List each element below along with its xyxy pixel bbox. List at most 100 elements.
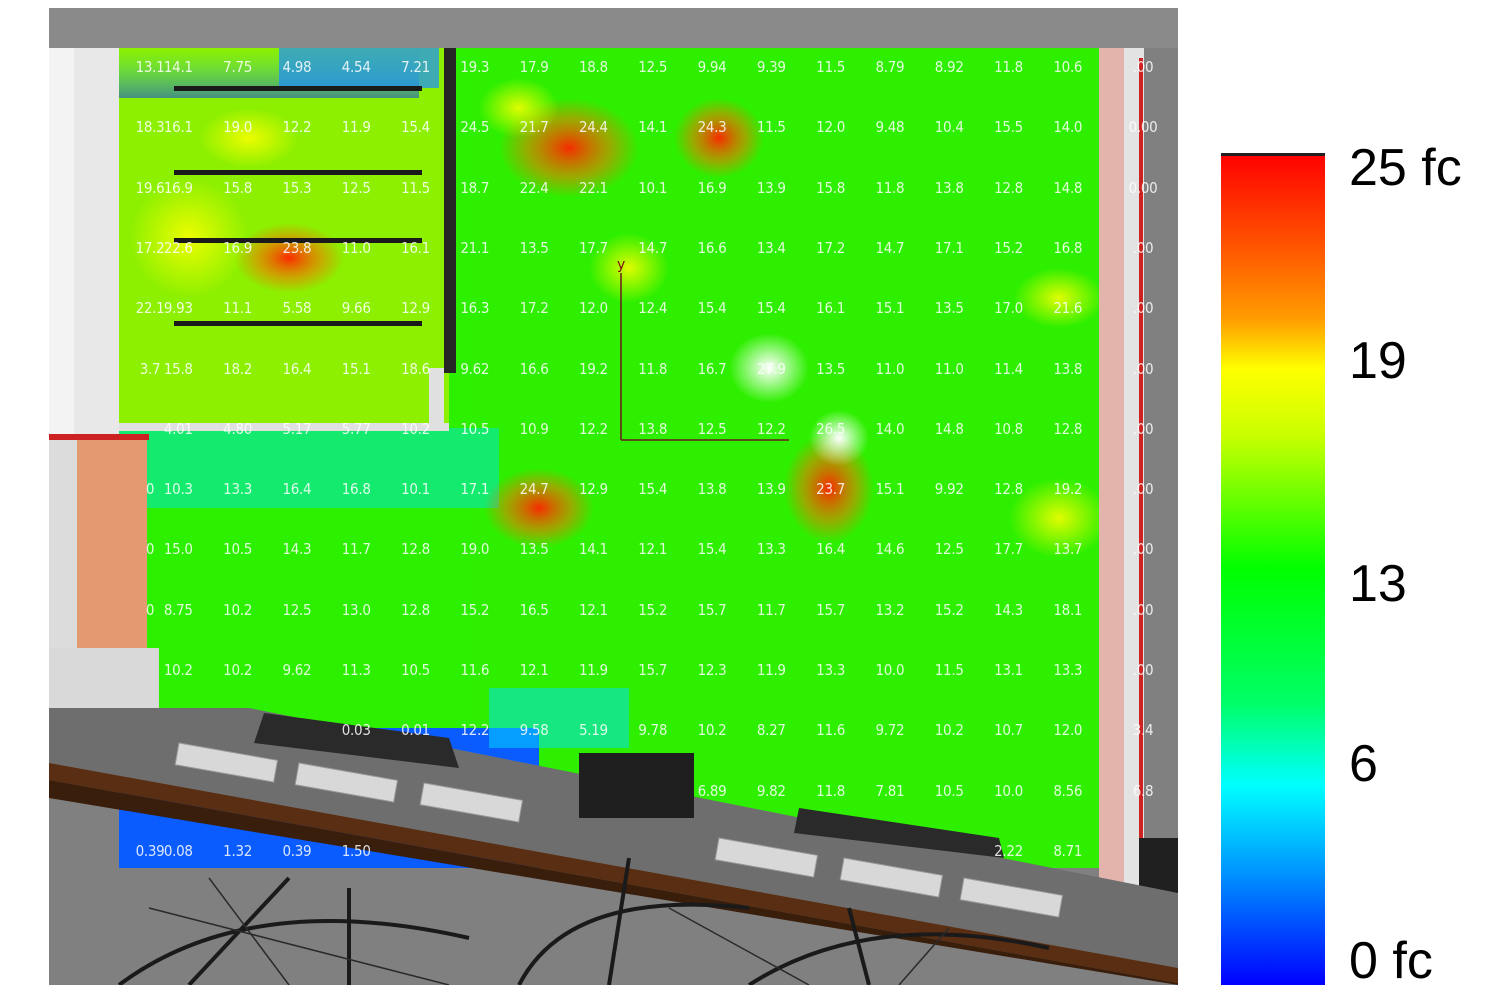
grid-value: 12.2	[578, 419, 608, 438]
grid-value: 3.4	[1132, 721, 1154, 740]
grid-value: 16.6	[697, 238, 727, 257]
grid-value: 14.3	[282, 540, 312, 559]
grid-value: 10.5	[934, 781, 964, 800]
grid-value: 12.2	[282, 118, 312, 137]
grid-value: 3.7	[139, 359, 161, 378]
grid-value: 4.01	[163, 419, 193, 438]
grid-value: 14.1	[638, 118, 668, 137]
grid-value: 17.1	[934, 238, 964, 257]
grid-value: 4.54	[341, 58, 371, 76]
grid-value: 15.7	[697, 600, 727, 619]
grid-value: 17.2	[519, 299, 549, 318]
grid-value: .00	[1132, 359, 1154, 378]
grid-value: 16.9	[163, 178, 193, 197]
grid-value: 15.0	[163, 540, 193, 559]
grid-value: 9.93	[163, 299, 193, 318]
grid-value: 13.5	[519, 540, 549, 559]
grid-value: 11.8	[875, 178, 905, 197]
grid-value: 9.72	[875, 721, 905, 740]
lighting-heatmap-viewport[interactable]: 13.1 14.1 7.75 4.98 4.54 7.21 19.3 17.9 18.8 12.5…	[49, 8, 1178, 985]
grid-value: 11.9	[578, 661, 608, 679]
grid-value: 11.9	[341, 118, 371, 137]
grid-value: 17.2	[816, 238, 846, 257]
grid-value: 12.1	[578, 600, 608, 619]
grid-value: .00	[1132, 600, 1154, 619]
grid-value: 11.6	[460, 661, 490, 679]
grid-value: 1.50	[341, 841, 371, 860]
grid-value: 8.56	[1053, 781, 1083, 800]
grid-value: 14.0	[875, 419, 905, 438]
grid-value: 17.7	[578, 238, 608, 257]
grid-value: 0	[145, 540, 155, 559]
grid-value: .00	[1132, 238, 1154, 257]
grid-value: 18.8	[578, 58, 608, 76]
grid-value: 15.1	[875, 299, 905, 318]
grid-value: 10.0	[994, 781, 1023, 800]
grid-value: 16.9	[223, 238, 253, 257]
grid-value: 17.1	[460, 480, 490, 499]
grid-value: 15.8	[816, 178, 846, 197]
grid-value: 10.2	[163, 661, 193, 679]
grid-value: 11.5	[934, 661, 964, 679]
grid-value: 13.3	[1053, 661, 1083, 679]
grid-value: 12.5	[934, 540, 964, 559]
legend-label-13: 13	[1349, 555, 1407, 613]
scene-render	[49, 8, 1178, 985]
grid-value: 0.03	[341, 721, 371, 740]
grid-value: 15.1	[341, 359, 371, 378]
grid-value: 16.4	[816, 540, 846, 559]
grid-value: 13.8	[638, 419, 668, 438]
grid-value: .00	[1132, 480, 1154, 499]
grid-value: 16.6	[519, 359, 549, 378]
grid-value: 24.3	[697, 118, 727, 137]
grid-value: 13.1	[135, 58, 165, 76]
grid-value: 0.08	[163, 841, 193, 860]
grid-value: 14.7	[875, 238, 905, 257]
grid-value: 9.94	[697, 58, 727, 76]
grid-value: 15.2	[460, 600, 490, 619]
grid-value: 11.6	[816, 721, 846, 740]
grid-value: 15.7	[816, 600, 846, 619]
grid-value: 9.62	[282, 661, 312, 679]
grid-value: 2.22	[994, 841, 1023, 860]
grid-value: 12.5	[282, 600, 312, 619]
grid-value: 15.5	[994, 118, 1023, 137]
grid-value: 15.2	[994, 238, 1023, 257]
grid-value: 13.3	[816, 661, 846, 679]
grid-value: 12.8	[994, 178, 1023, 197]
color-scale-legend	[1221, 153, 1325, 985]
grid-value: 0	[145, 480, 155, 499]
grid-value: 9.39	[756, 58, 786, 76]
grid-value: 6.8	[1132, 781, 1154, 800]
grid-value: 12.0	[1053, 721, 1083, 740]
grid-value: 12.1	[638, 540, 668, 559]
grid-value: 12.8	[994, 480, 1023, 499]
grid-value: 8.71	[1053, 841, 1083, 860]
grid-value: 10.0	[875, 661, 905, 679]
grid-value: 15.2	[934, 600, 964, 619]
grid-value: 24.7	[519, 480, 549, 499]
grid-value: .00	[1132, 540, 1154, 559]
grid-value: 12.0	[816, 118, 846, 137]
grid-value: 13.0	[341, 600, 371, 619]
grid-value: 19.6	[135, 178, 165, 197]
grid-value: 10.2	[934, 721, 964, 740]
grid-value: 14.3	[994, 600, 1023, 619]
grid-value: 15.4	[756, 299, 786, 318]
grid-value: 13.1	[994, 661, 1023, 679]
grid-value: 19.2	[578, 359, 608, 378]
grid-value: 13.8	[697, 480, 727, 499]
grid-value: 13.5	[816, 359, 846, 378]
grid-value: 7.75	[223, 58, 253, 76]
grid-value: 9.62	[460, 359, 490, 378]
grid-value: 0	[145, 600, 155, 619]
grid-value: 11.0	[875, 359, 905, 378]
grid-value: 22.4	[519, 178, 549, 197]
grid-value: .00	[1132, 419, 1154, 438]
grid-value: 9.92	[934, 480, 964, 499]
grid-value: 18.6	[401, 359, 430, 378]
grid-value: 5.19	[578, 721, 608, 740]
grid-value: 26.5	[816, 419, 846, 438]
grid-value: 16.5	[519, 600, 549, 619]
grid-value: 13.7	[1053, 540, 1083, 559]
